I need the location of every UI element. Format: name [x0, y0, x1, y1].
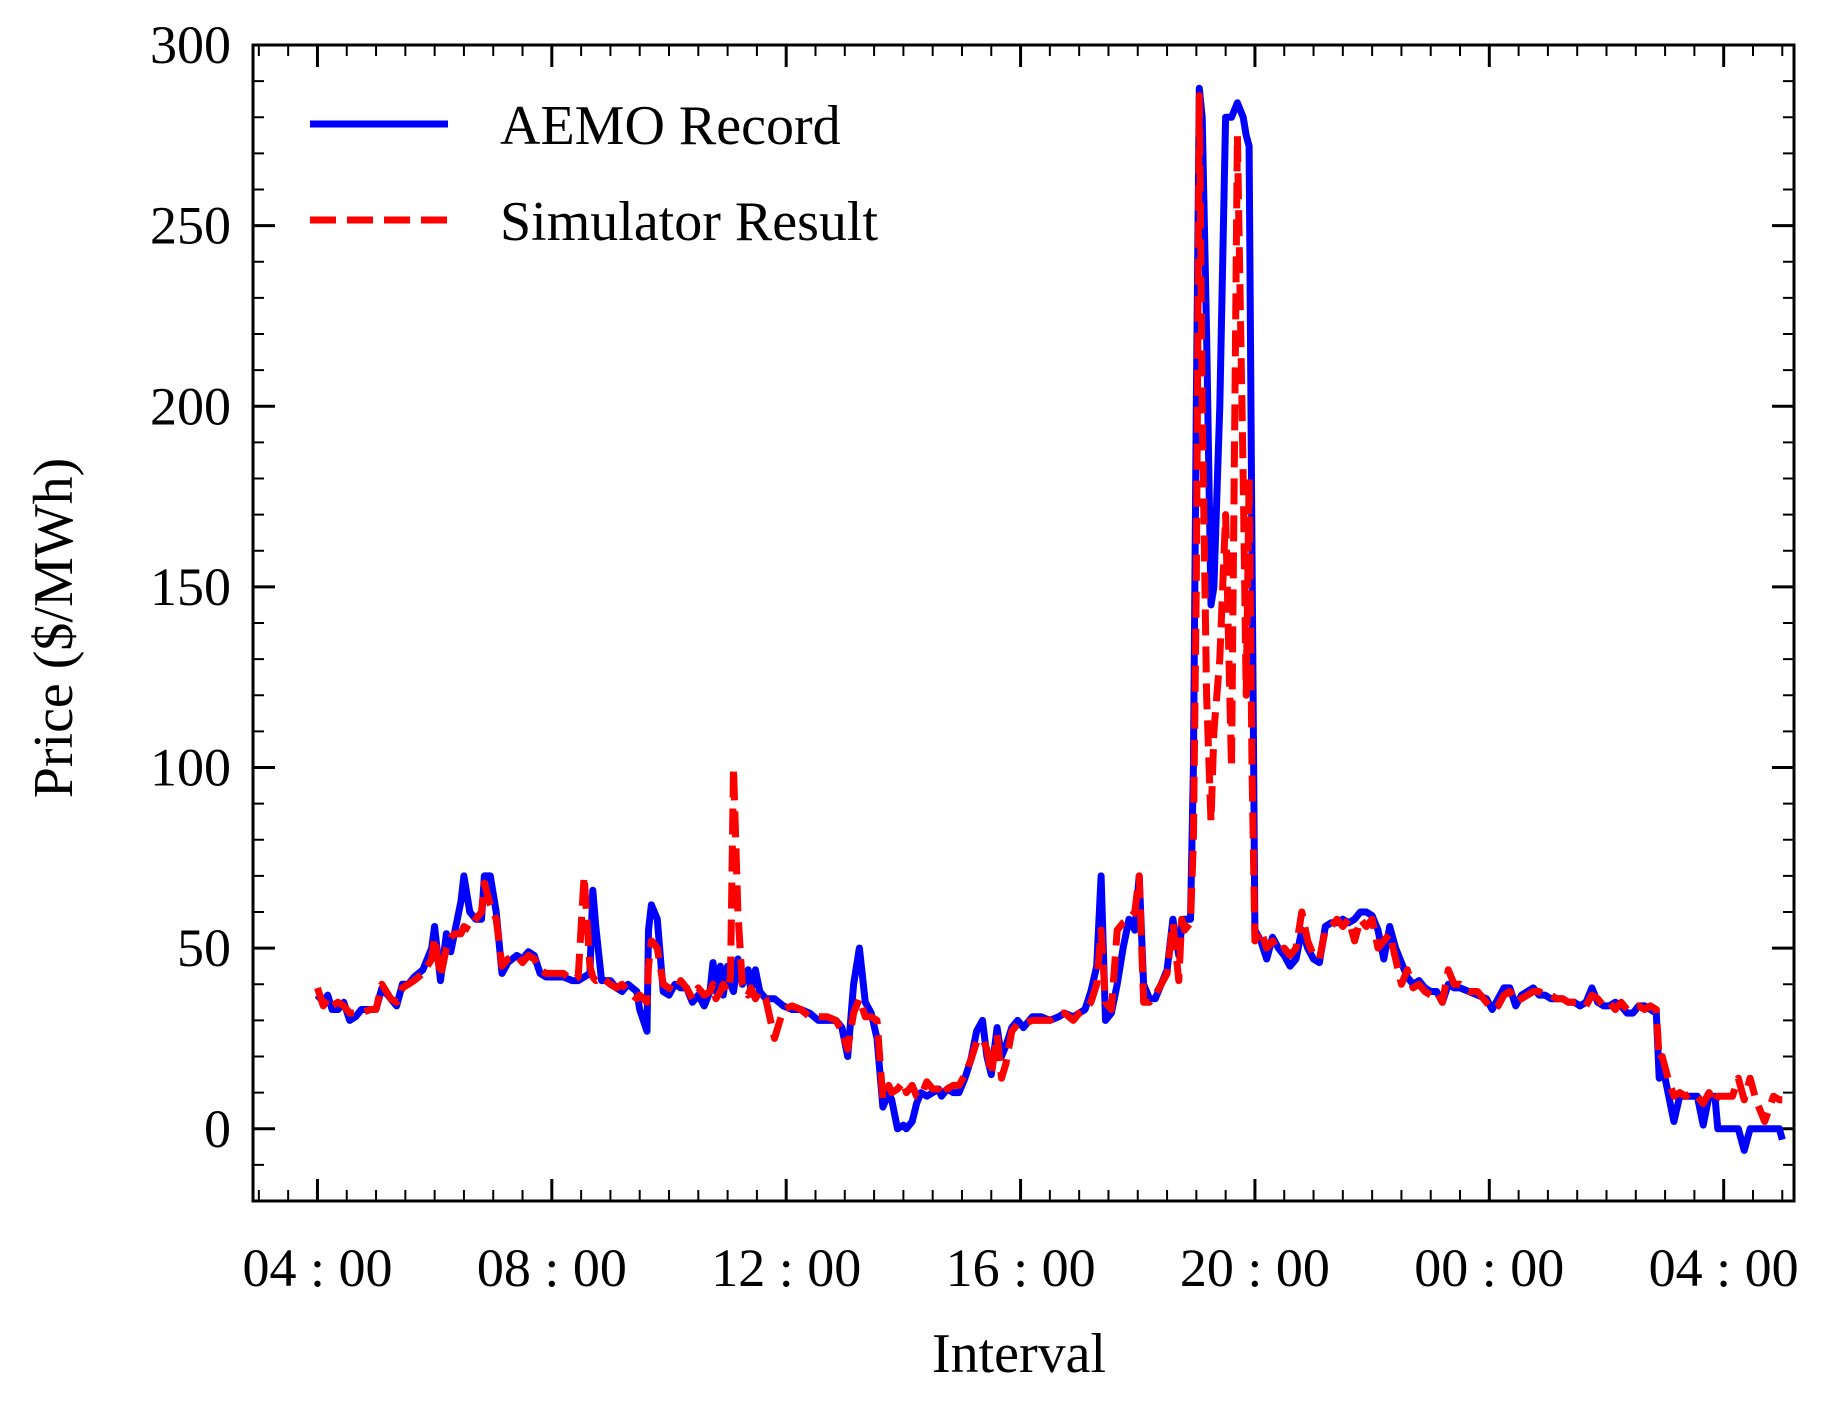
x-tick-label: 08 : 00 — [477, 1238, 627, 1298]
x-tick-label: 16 : 00 — [946, 1238, 1096, 1298]
axes-layer: 0 50 100 150 200 250 300 04 : 00 08 : 00 12 : 00 1… — [150, 15, 1799, 1298]
y-tick-label: 50 — [177, 918, 231, 978]
y-tick-label: 200 — [150, 376, 231, 436]
x-tick-label: 12 : 00 — [711, 1238, 861, 1298]
legend-label-aemo-record: AEMO Record — [500, 95, 841, 157]
y-tick-label: 250 — [150, 196, 231, 256]
series-layer — [314, 84, 1786, 1154]
x-tick-label: 20 : 00 — [1180, 1238, 1330, 1298]
y-tick-label: 300 — [150, 15, 231, 75]
plot-frame — [251, 43, 1796, 1203]
x-tick-label: 04 : 00 — [1649, 1238, 1799, 1298]
x-tick-label: 00 : 00 — [1414, 1238, 1564, 1298]
legend: AEMO Record Simulator Result — [310, 95, 878, 253]
y-tick-label: 150 — [150, 557, 231, 617]
series-line-simulator-result — [314, 92, 1783, 1125]
x-tick-label: 04 : 00 — [242, 1238, 392, 1298]
y-tick-label: 0 — [204, 1099, 231, 1159]
y-axis-title: Price ($/MWh) — [23, 458, 85, 799]
legend-label-simulator-result: Simulator Result — [500, 191, 878, 253]
y-tick-label: 100 — [150, 738, 231, 798]
x-axis-title: Interval — [932, 1323, 1106, 1385]
